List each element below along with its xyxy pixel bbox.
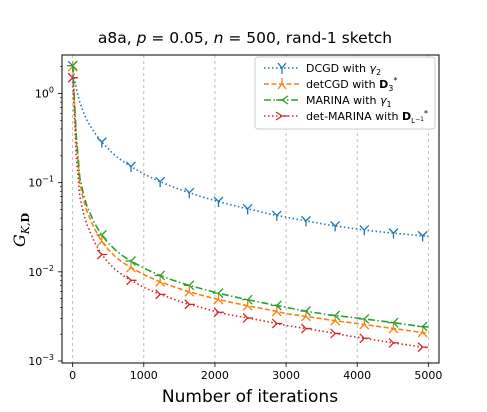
series-2-marker-9 <box>329 310 341 321</box>
legend-entry-detmarina: det-MARINA with DL−1* <box>264 109 428 125</box>
legend-label-detcgd: detCGD with D3* <box>306 76 397 93</box>
legend-label-dcgd: DCGD with γ2 <box>306 62 381 77</box>
series-1-marker-2 <box>126 262 136 273</box>
series-0-marker-12 <box>417 230 428 242</box>
legend-label-marina: MARINA with γ1 <box>306 94 392 109</box>
legend-entry-marina: MARINA with γ1 <box>264 94 392 109</box>
series-0 <box>67 60 429 242</box>
legend-marker-marina <box>276 95 289 105</box>
series-0-marker-10 <box>359 224 370 236</box>
y-tick-label-2: 10−2 <box>28 264 54 279</box>
plot-area: 0 1000 2000 3000 4000 5000 100 10−1 10−2 10−3 <box>28 54 442 382</box>
series-2-marker-7 <box>271 300 282 311</box>
series-2-marker-8 <box>300 306 311 317</box>
series-1-marker-1 <box>96 235 107 247</box>
x-tick-label-5: 5000 <box>414 369 442 382</box>
legend-marker-detcgd <box>277 78 287 90</box>
series-1-marker-10 <box>359 319 370 330</box>
series-0-marker-6 <box>242 203 253 215</box>
series-3-marker-2 <box>126 275 137 286</box>
series-3-marker-7 <box>271 318 283 329</box>
series-2-marker-10 <box>358 313 370 324</box>
series-3-marker-3 <box>155 289 166 300</box>
y-tick-label-1: 10−1 <box>28 175 54 190</box>
x-tick-label-3: 3000 <box>272 369 300 382</box>
legend-entry-dcgd: DCGD with γ2 <box>264 62 381 77</box>
series-1-marker-11 <box>388 323 399 334</box>
series-3-marker-9 <box>330 328 341 339</box>
series-2-marker-0 <box>67 60 78 71</box>
series-2-marker-4 <box>183 280 195 291</box>
series-2-marker-12 <box>417 321 428 332</box>
legend-marker-dcgd <box>277 62 287 74</box>
y-axis-label: GK,D <box>10 213 32 248</box>
series-0-marker-5 <box>213 196 224 208</box>
series-0-marker-8 <box>301 215 311 227</box>
series-0-marker-4 <box>184 187 195 199</box>
series-0-marker-9 <box>330 220 341 232</box>
legend-label-detmarina: det-MARINA with DL−1* <box>306 109 428 125</box>
series-0-marker-11 <box>388 228 399 239</box>
x-tick-label-4: 4000 <box>343 369 371 382</box>
x-axis-label: Number of iterations <box>162 387 338 407</box>
series-3-marker-6 <box>242 313 254 323</box>
series-3-marker-11 <box>388 337 399 348</box>
series-0-marker-7 <box>271 210 282 221</box>
series-2-marker-2 <box>125 256 136 266</box>
series-2-marker-3 <box>154 270 166 281</box>
series-2-marker-11 <box>387 317 399 328</box>
series-3-marker-8 <box>301 323 312 334</box>
series-1-marker-5 <box>213 293 224 305</box>
series-3-marker-10 <box>359 333 370 344</box>
series-1-marker-12 <box>417 326 428 338</box>
legend-marker-detmarina <box>275 111 288 121</box>
plot-frame <box>61 54 440 364</box>
axis-ticks: 0 1000 2000 3000 4000 5000 100 10−1 10−2 10−3 <box>28 66 442 382</box>
series-2-marker-1 <box>96 230 107 240</box>
series-1-marker-7 <box>271 305 282 317</box>
series-1-marker-3 <box>155 276 166 287</box>
legend-entry-detcgd: detCGD with D3* <box>264 76 397 93</box>
series-3-marker-12 <box>417 342 429 353</box>
series-2-marker-6 <box>242 294 253 305</box>
series-3-marker-4 <box>184 299 195 310</box>
series-2 <box>67 60 429 332</box>
legend-box <box>254 56 436 130</box>
x-tick-label-1: 1000 <box>130 369 158 382</box>
y-tick-label-3: 10−3 <box>28 353 54 368</box>
y-tick-label-0: 100 <box>35 85 54 100</box>
series-2-marker-5 <box>212 288 224 299</box>
series-0-marker-3 <box>155 176 166 188</box>
series-3-marker-0 <box>67 72 79 83</box>
series-layer <box>67 60 429 353</box>
x-tick-label-2: 2000 <box>201 369 229 382</box>
legend: DCGD with γ2 detCGD with D3* MARINA with… <box>254 56 436 130</box>
series-1-marker-6 <box>242 300 253 311</box>
series-1-marker-4 <box>184 286 195 297</box>
chart-title: a8a, p = 0.05, n = 500, rand-1 sketch <box>98 29 392 47</box>
series-line-2 <box>71 65 429 328</box>
series-3-marker-1 <box>96 249 108 260</box>
series-3 <box>67 72 429 353</box>
series-0-marker-2 <box>126 161 136 173</box>
x-tick-label-0: 0 <box>69 369 76 382</box>
series-3-marker-5 <box>213 307 224 318</box>
series-0-marker-1 <box>96 137 107 148</box>
